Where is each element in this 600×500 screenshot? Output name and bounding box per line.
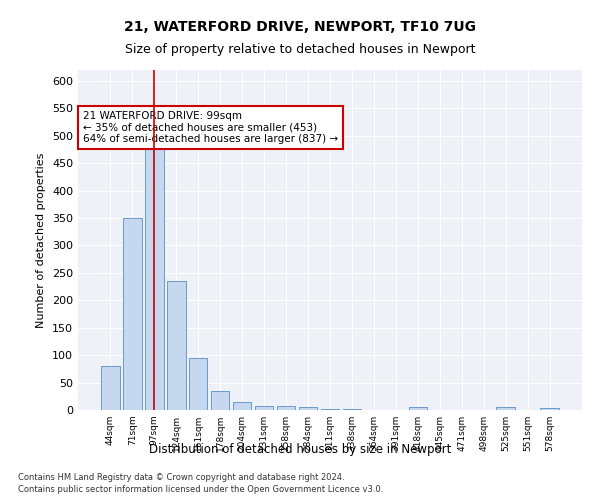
Y-axis label: Number of detached properties: Number of detached properties: [37, 152, 46, 328]
Bar: [145, 147, 164, 410]
Bar: [299, 408, 317, 410]
Bar: [211, 391, 229, 410]
Bar: [496, 408, 515, 410]
Text: 21, WATERFORD DRIVE, NEWPORT, TF10 7UG: 21, WATERFORD DRIVE, NEWPORT, TF10 7UG: [124, 20, 476, 34]
Bar: [255, 406, 274, 410]
Bar: [189, 358, 208, 410]
Text: Distribution of detached houses by size in Newport: Distribution of detached houses by size …: [149, 442, 451, 456]
Bar: [123, 218, 142, 410]
Text: Size of property relative to detached houses in Newport: Size of property relative to detached ho…: [125, 42, 475, 56]
Bar: [541, 408, 559, 410]
Bar: [409, 408, 427, 410]
Bar: [101, 366, 119, 410]
Text: Contains public sector information licensed under the Open Government Licence v3: Contains public sector information licen…: [18, 485, 383, 494]
Bar: [320, 409, 340, 410]
Bar: [277, 406, 295, 410]
Bar: [167, 281, 185, 410]
Text: Contains HM Land Registry data © Crown copyright and database right 2024.: Contains HM Land Registry data © Crown c…: [18, 472, 344, 482]
Text: 21 WATERFORD DRIVE: 99sqm
← 35% of detached houses are smaller (453)
64% of semi: 21 WATERFORD DRIVE: 99sqm ← 35% of detac…: [83, 111, 338, 144]
Bar: [233, 402, 251, 410]
